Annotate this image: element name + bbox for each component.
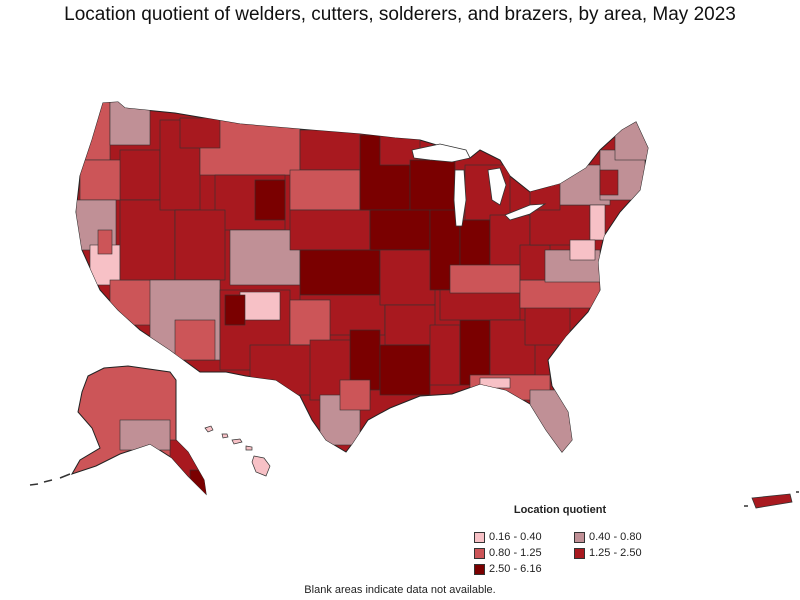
puerto-rico [751,493,793,509]
region-az-south [174,319,216,361]
region-la [379,344,431,396]
puerto-rico-islets [744,491,799,507]
region-ks [299,249,381,296]
region-ia [369,209,431,251]
lake-erie [504,203,547,221]
region-co [229,229,301,286]
legend-item-0-40-0-80: 0.40 - 0.80 [574,530,642,544]
region-nm-north [239,291,281,321]
legend-label: 1.25 - 2.50 [589,547,642,559]
region-tx-west [249,344,321,396]
region-ne [289,209,371,251]
region-tn [439,289,521,321]
region-mt-west [179,117,221,149]
region-fl-panhandle [479,377,511,389]
region-mo [379,249,436,306]
hawaii [204,425,271,477]
region-vt-nh [599,169,619,196]
region-tx-panhandle [289,299,331,346]
region-ca-coast [97,229,113,255]
region-ms [429,324,461,386]
map-title: Location quotient of welders, cutters, s… [64,4,736,25]
legend-item-0-16-0-40: 0.16 - 0.40 [474,530,542,544]
region-nd [299,129,371,171]
region-ky [449,264,521,294]
region-ar [384,304,436,346]
region-wy-east [254,179,286,221]
legend-swatch [474,531,485,543]
lake-superior [411,143,471,163]
region-tx-gulf [339,379,371,411]
legend-item-2-50-6-16: 2.50 - 6.16 [474,562,542,576]
region-sc [524,304,571,346]
legend-swatch [574,531,585,543]
legend-swatch [474,547,485,559]
region-pa [529,204,591,246]
legend-swatch [574,547,585,559]
region-ut [174,209,226,281]
legend-swatch [474,563,485,575]
region-or-east [119,149,161,201]
region-al [459,319,491,386]
alaska-panhandle-tip [189,469,206,494]
region-nv [119,199,176,281]
legend-label: 0.80 - 1.25 [489,547,542,559]
lake-huron [487,167,507,206]
legend-item-0-80-1-25: 0.80 - 1.25 [474,546,542,560]
region-sd [289,169,361,211]
region-wa-west [79,102,111,161]
region-md-de [569,239,596,261]
legend-item-1-25-2-50: 1.25 - 2.50 [574,546,642,560]
legend-title: Location quotient [513,504,607,516]
region-nm-northwest [224,294,246,326]
region-nc [519,279,601,309]
legend-label: 0.16 - 0.40 [489,531,542,543]
region-nj [589,204,606,241]
region-wa-east [109,102,151,146]
legend-label: 2.50 - 6.16 [489,563,542,575]
alaska-south [119,419,171,451]
footnote: Blank areas indicate data not available. [304,584,496,596]
legend-label: 0.40 - 0.80 [589,531,642,543]
legend: Location quotient 0.16 - 0.40 0.40 - 0.8… [470,504,670,580]
aleutian-islands [29,473,71,486]
lake-michigan [453,169,467,227]
